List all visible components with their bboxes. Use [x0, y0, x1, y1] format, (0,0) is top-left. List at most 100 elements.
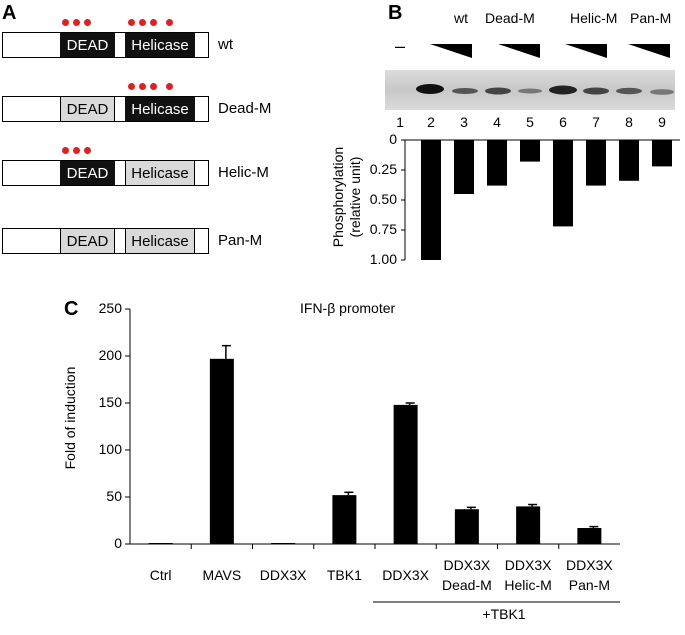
- panel-b-bar-lane-3: [454, 140, 474, 194]
- panel-c-x-label-0: Ctrl: [121, 565, 201, 585]
- x-label-line: DDX3X: [259, 567, 307, 583]
- x-label-line: Dead-M: [441, 577, 492, 593]
- panel-b-bar-lane-2: [421, 140, 441, 260]
- panel-c-y-tick-label: 100: [98, 441, 122, 457]
- panel-c-bar-2: [271, 543, 296, 544]
- panel-c-letter: C: [64, 298, 79, 320]
- mutation-dot: [128, 83, 135, 90]
- lane-number: 8: [625, 114, 633, 130]
- construct-label-0: wt: [218, 36, 233, 53]
- panel-c-bar-1: [209, 358, 234, 544]
- construct-box-0: DEAD Helicase: [2, 32, 209, 58]
- panel-c-x-label-4: DDX3X: [366, 565, 446, 585]
- lane-number: 4: [493, 114, 501, 130]
- panel-c-x-label-7: DDX3X Pan-M: [549, 555, 629, 595]
- panel-c-x-label-2: DDX3X: [243, 565, 323, 585]
- panel-c-bar-3: [332, 495, 357, 544]
- panel-c-y-tick-label: 150: [98, 394, 122, 410]
- lane-number: 6: [559, 114, 567, 130]
- dead-domain: DEAD: [60, 229, 115, 253]
- panel-c-y-tick-label: 250: [98, 300, 122, 316]
- panel-b-bar-lane-8: [619, 140, 639, 181]
- panel-b-y-tick-label: 0.50: [369, 191, 397, 207]
- mutation-dot: [150, 83, 157, 90]
- x-label-line: DDX3X: [443, 557, 491, 573]
- panel-c-bar-4: [393, 404, 418, 544]
- construct-label-3: Pan-M: [218, 232, 263, 249]
- mutation-dot: [150, 19, 157, 26]
- x-label-line: DDX3X: [566, 557, 613, 573]
- panel-b-bar-lane-6: [553, 140, 573, 227]
- lane-number: 9: [658, 114, 666, 130]
- blot-band-lane-5: [518, 88, 542, 94]
- blot-band-lane-4: [485, 87, 511, 95]
- x-label-line: DDX3X: [504, 557, 552, 573]
- mutation-dot: [166, 19, 173, 26]
- construct-box-3: DEAD Helicase: [2, 228, 209, 254]
- dose-triangle-helic-m: [565, 44, 607, 58]
- panel-c-x-label-3: TBK1: [304, 565, 384, 585]
- mutation-dot: [62, 147, 69, 154]
- panel-b-y-tick-label: 0.75: [369, 221, 397, 237]
- mutation-dot: [139, 19, 146, 26]
- panel-b-bar-lane-5: [520, 140, 540, 162]
- panel-c-bar-5: [454, 509, 479, 544]
- panel-b-svg: [385, 44, 680, 261]
- dose-triangle-pan-m: [628, 44, 670, 58]
- dead-domain: DEAD: [60, 33, 115, 57]
- control-dash: –: [395, 36, 406, 56]
- panel-a-letter: A: [2, 2, 17, 24]
- helicase-domain: Helicase: [125, 161, 195, 185]
- dose-triangle-dead-m: [498, 44, 540, 58]
- group-label-wt: wt: [454, 10, 468, 26]
- x-label-line: MAVS: [202, 567, 242, 583]
- blot-band-lane-9: [650, 89, 674, 95]
- helicase-domain: Helicase: [125, 33, 195, 57]
- panel-c-title: IFN-β promoter: [300, 300, 396, 316]
- panel-c-x-label-1: MAVS: [182, 565, 262, 585]
- construct-box-1: DEAD Helicase: [2, 96, 209, 122]
- x-label-line: DDX3X: [382, 567, 429, 583]
- dose-triangle-wt: [430, 44, 472, 58]
- construct-label-2: Helic-M: [218, 164, 269, 181]
- dead-domain: DEAD: [60, 97, 115, 121]
- mutation-dot: [139, 83, 146, 90]
- panel-c-bar-7: [577, 528, 602, 544]
- x-label-line: TBK1: [326, 567, 362, 583]
- x-label-line: Pan-M: [568, 577, 610, 593]
- panel-c-bar-6: [516, 506, 541, 544]
- construct-box-2: DEAD Helicase: [2, 160, 209, 186]
- mutation-dot: [73, 147, 80, 154]
- helicase-domain: Helicase: [125, 229, 195, 253]
- lane-number: 3: [460, 114, 468, 130]
- panel-b-bar-lane-7: [586, 140, 606, 186]
- group-label-dead-m: Dead-M: [485, 10, 535, 26]
- construct-label-1: Dead-M: [218, 100, 272, 117]
- panel-b-letter: B: [388, 2, 403, 24]
- blot-band-lane-7: [583, 87, 609, 95]
- tbk1-group-label: +TBK1: [482, 606, 526, 622]
- lane-number: 1: [396, 114, 404, 130]
- lane-number: 5: [526, 114, 534, 130]
- x-label-line: Helic-M: [504, 577, 552, 593]
- mutation-dot: [166, 83, 173, 90]
- lane-number: 2: [427, 114, 435, 130]
- group-label-pan-m: Pan-M: [630, 10, 672, 26]
- panel-b-y-tick-label: 1.00: [369, 251, 397, 267]
- panel-b-bar-lane-4: [487, 140, 507, 186]
- panel-c-y-tick-label: 0: [114, 535, 122, 551]
- blot-band-lane-6: [549, 85, 577, 95]
- mutation-dot: [84, 19, 91, 26]
- panel-c-y-tick-label: 50: [106, 488, 122, 504]
- panel-b-y-tick-label: 0.25: [369, 161, 397, 177]
- blot-band-lane-8: [616, 87, 642, 95]
- blot-band-lane-2: [416, 84, 444, 94]
- panel-c-y-tick-label: 200: [98, 347, 122, 363]
- group-label-helic-m: Helic-M: [570, 10, 618, 26]
- mutation-dot: [128, 19, 135, 26]
- mutation-dot: [62, 19, 69, 26]
- panel-c-x-label-6: DDX3X Helic-M: [488, 555, 568, 595]
- panel-c-bar-0: [148, 543, 173, 544]
- mutation-dot: [73, 19, 80, 26]
